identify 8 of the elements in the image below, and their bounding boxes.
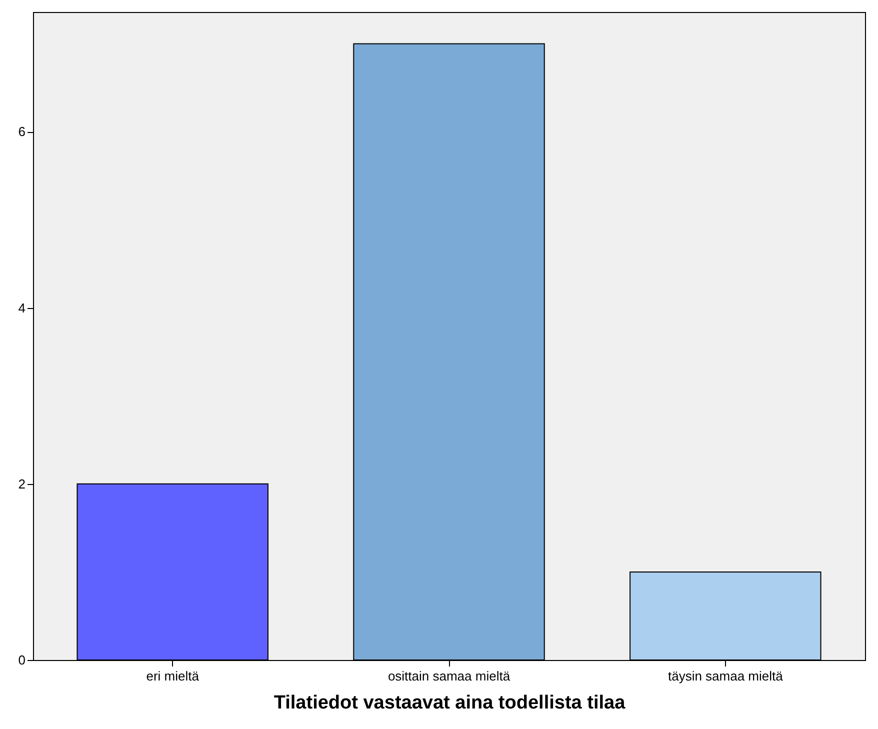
x-tick-label: täysin samaa mieltä: [668, 668, 784, 684]
y-tick-label: 4: [18, 300, 26, 316]
x-tick-label: osittain samaa mieltä: [388, 668, 511, 684]
y-tick-label: 2: [18, 476, 26, 492]
y-tick-label: 6: [18, 124, 26, 140]
x-tick-label: eri mieltä: [146, 668, 200, 684]
y-tick-label: 0: [18, 652, 26, 668]
x-axis-title: Tilatiedot vastaavat aina todellista tilaa: [274, 692, 626, 714]
